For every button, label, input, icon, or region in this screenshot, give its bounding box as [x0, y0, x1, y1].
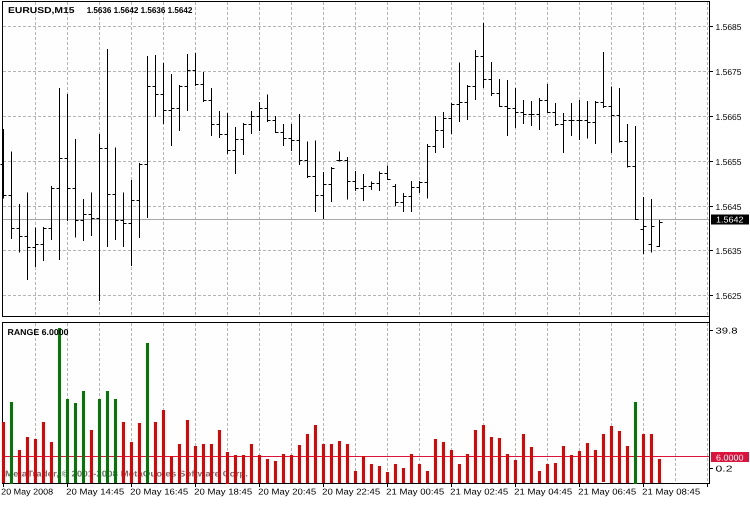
svg-text:1.5675: 1.5675: [716, 67, 742, 77]
svg-text:20 May 18:45: 20 May 18:45: [194, 486, 252, 496]
svg-text:1.5655: 1.5655: [716, 157, 742, 167]
svg-text:20 May 14:45: 20 May 14:45: [66, 486, 124, 496]
svg-text:1.5685: 1.5685: [716, 22, 742, 32]
svg-text:1.5625: 1.5625: [716, 291, 742, 301]
svg-text:20 May 22:45: 20 May 22:45: [322, 486, 380, 496]
svg-text:20 May 2008: 20 May 2008: [1, 486, 53, 496]
svg-text:39.8: 39.8: [716, 325, 738, 335]
svg-text:21 May 08:45: 21 May 08:45: [642, 486, 700, 496]
svg-text:1.5642: 1.5642: [716, 215, 744, 225]
svg-text:0.2: 0.2: [716, 464, 733, 474]
svg-text:6.0000: 6.0000: [716, 452, 744, 462]
svg-text:21 May 04:45: 21 May 04:45: [514, 486, 572, 496]
svg-text:1.5645: 1.5645: [716, 202, 742, 212]
svg-text:20 May 20:45: 20 May 20:45: [258, 486, 316, 496]
svg-text:1.5636 1.5642 1.5636 1.5642: 1.5636 1.5642 1.5636 1.5642: [87, 5, 193, 15]
svg-text:MetaTrader, © 2001-2008 MetaQu: MetaTrader, © 2001-2008 MetaQuotes Softw…: [5, 469, 248, 479]
svg-text:20 May 16:45: 20 May 16:45: [130, 486, 188, 496]
svg-text:EURUSD,M15: EURUSD,M15: [8, 5, 75, 15]
svg-text:RANGE 6.0000: RANGE 6.0000: [8, 327, 69, 337]
svg-text:1.5665: 1.5665: [716, 112, 742, 122]
svg-text:21 May 06:45: 21 May 06:45: [578, 486, 636, 496]
svg-text:21 May 00:45: 21 May 00:45: [386, 486, 444, 496]
svg-text:21 May 02:45: 21 May 02:45: [450, 486, 508, 496]
svg-text:1.5635: 1.5635: [716, 246, 742, 256]
